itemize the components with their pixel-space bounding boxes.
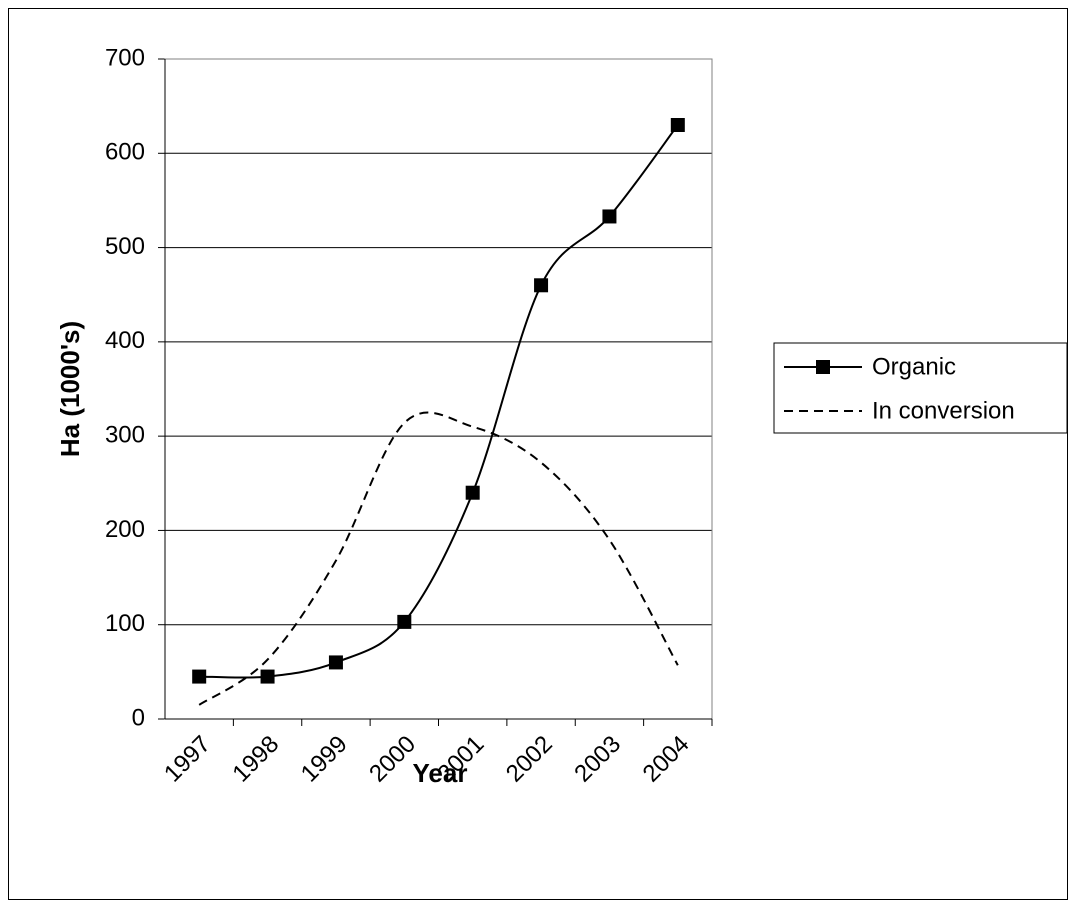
series-line [199, 124, 679, 679]
y-tick-label: 300 [105, 421, 145, 448]
point-marker [260, 669, 275, 684]
y-tick-label: 600 [105, 139, 145, 166]
x-tick-label: 1997 [159, 731, 216, 788]
plot-area [164, 58, 713, 720]
y-tick-label: 0 [132, 704, 145, 731]
legend-label: In conversion [872, 397, 1015, 424]
point-marker [465, 485, 480, 500]
point-marker [397, 614, 412, 629]
x-tick-label: 2004 [638, 731, 695, 788]
point-marker [534, 278, 549, 293]
y-tick-label: 200 [105, 516, 145, 543]
series-line [198, 411, 679, 706]
x-tick-label: 1999 [296, 731, 353, 788]
point-marker [602, 209, 617, 224]
y-tick-label: 700 [105, 44, 145, 71]
legend-label: Organic [872, 353, 956, 380]
chart-frame [8, 8, 1068, 900]
x-tick-label: 1998 [227, 731, 284, 788]
y-tick-label: 400 [105, 327, 145, 354]
x-tick-label: 2002 [501, 731, 558, 788]
x-tick-label: 2003 [569, 731, 626, 788]
y-tick-label: 500 [105, 233, 145, 260]
point-marker [670, 118, 685, 132]
x-axis-title: Year [413, 758, 468, 788]
legend-marker [816, 360, 830, 374]
legend-box [773, 342, 1068, 434]
point-marker [328, 655, 343, 670]
y-axis-title: Ha (1000's) [55, 321, 85, 457]
y-tick-label: 100 [105, 610, 145, 637]
point-marker [192, 669, 207, 684]
